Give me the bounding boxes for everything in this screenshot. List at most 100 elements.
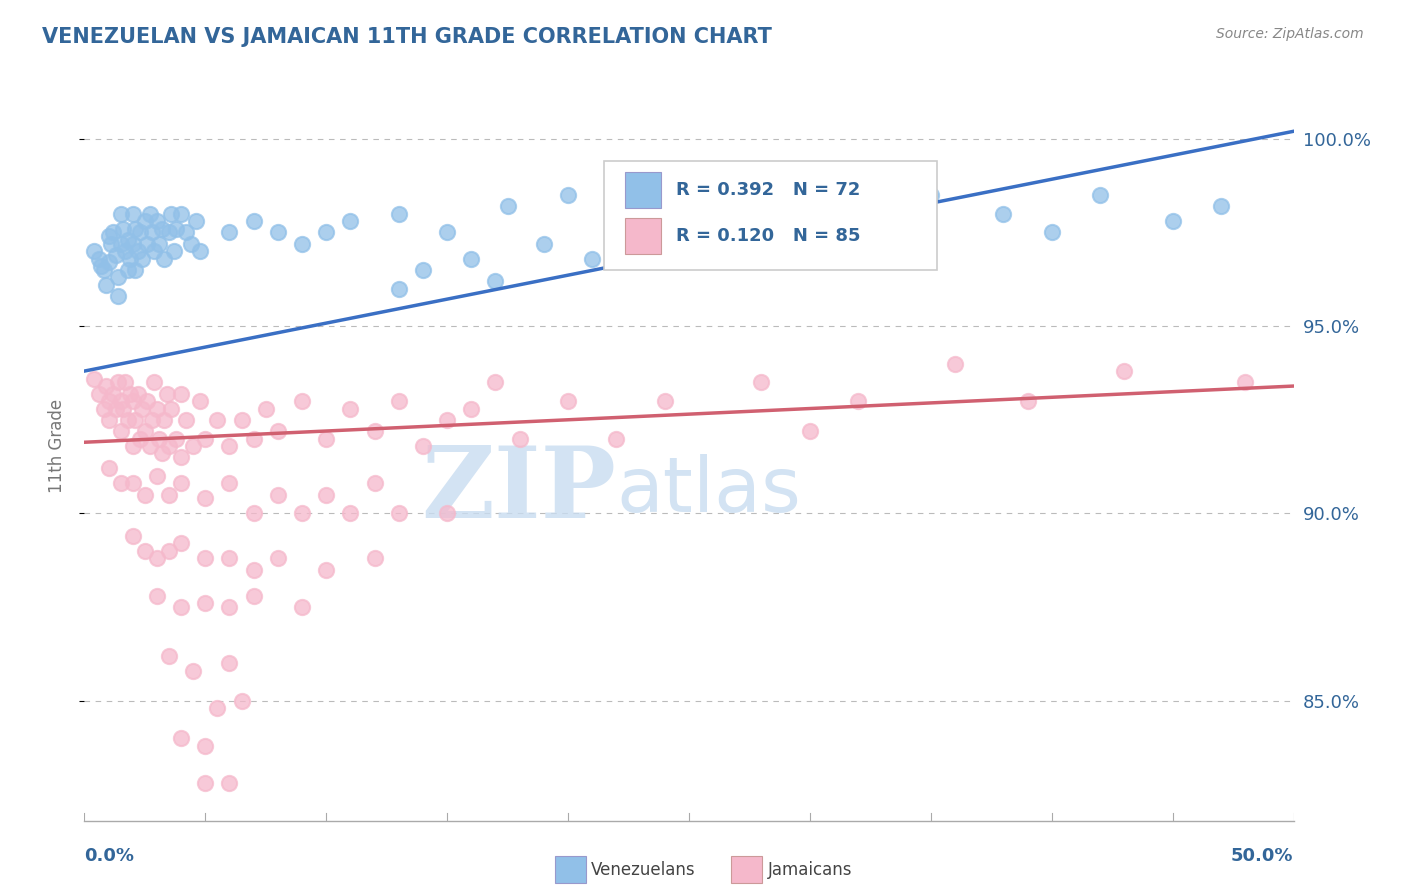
FancyBboxPatch shape bbox=[624, 171, 661, 208]
Point bbox=[160, 207, 183, 221]
Point bbox=[943, 357, 966, 371]
Point bbox=[117, 263, 139, 277]
Point bbox=[1040, 226, 1063, 240]
Point bbox=[129, 226, 152, 240]
FancyBboxPatch shape bbox=[624, 218, 661, 254]
Point bbox=[150, 221, 173, 235]
Point bbox=[120, 386, 142, 401]
Point bbox=[110, 476, 132, 491]
Point bbox=[617, 207, 640, 221]
Point bbox=[112, 221, 135, 235]
Point bbox=[120, 252, 142, 266]
Point bbox=[110, 424, 132, 438]
Point bbox=[107, 270, 129, 285]
Point bbox=[174, 413, 197, 427]
Point bbox=[254, 401, 277, 416]
Point bbox=[581, 252, 603, 266]
Point bbox=[87, 252, 110, 266]
Text: Jamaicans: Jamaicans bbox=[768, 861, 852, 879]
Point bbox=[94, 277, 117, 292]
Point bbox=[267, 424, 290, 438]
Point bbox=[146, 551, 169, 566]
Point bbox=[194, 551, 217, 566]
Point bbox=[165, 432, 187, 446]
Point bbox=[846, 199, 869, 213]
Point bbox=[231, 413, 253, 427]
Point bbox=[436, 413, 458, 427]
Point bbox=[141, 226, 163, 240]
Point bbox=[242, 214, 264, 228]
Point bbox=[100, 236, 122, 251]
Point bbox=[799, 214, 821, 228]
Point bbox=[134, 424, 156, 438]
Point bbox=[920, 188, 942, 202]
Point bbox=[557, 394, 579, 409]
Point bbox=[93, 263, 115, 277]
Point bbox=[207, 701, 229, 715]
Text: VENEZUELAN VS JAMAICAN 11TH GRADE CORRELATION CHART: VENEZUELAN VS JAMAICAN 11TH GRADE CORREL… bbox=[42, 27, 772, 46]
Point bbox=[339, 507, 361, 521]
Point bbox=[127, 244, 149, 259]
Point bbox=[157, 439, 180, 453]
Point bbox=[93, 401, 115, 416]
Point bbox=[121, 529, 143, 543]
Point bbox=[121, 394, 143, 409]
Point bbox=[148, 432, 170, 446]
Point bbox=[678, 214, 700, 228]
Point bbox=[143, 376, 166, 390]
Point bbox=[436, 226, 458, 240]
Point bbox=[751, 376, 773, 390]
Point bbox=[127, 386, 149, 401]
Point bbox=[799, 424, 821, 438]
Text: 0.0%: 0.0% bbox=[84, 847, 135, 865]
Point bbox=[97, 461, 120, 475]
Point bbox=[363, 551, 385, 566]
Point bbox=[104, 401, 127, 416]
Point bbox=[155, 386, 177, 401]
Point bbox=[315, 226, 337, 240]
Point bbox=[388, 394, 411, 409]
Point bbox=[846, 394, 869, 409]
Point bbox=[129, 432, 152, 446]
Point bbox=[291, 236, 314, 251]
Point bbox=[557, 188, 579, 202]
Point bbox=[104, 248, 127, 262]
Point bbox=[121, 476, 143, 491]
Point bbox=[218, 551, 240, 566]
Point bbox=[218, 226, 240, 240]
Point bbox=[1017, 394, 1039, 409]
Point bbox=[496, 199, 519, 213]
Point bbox=[90, 259, 112, 273]
Point bbox=[170, 450, 193, 465]
Point bbox=[180, 236, 202, 251]
Text: atlas: atlas bbox=[616, 454, 801, 528]
Text: ZIP: ZIP bbox=[422, 442, 616, 540]
Point bbox=[146, 401, 169, 416]
Point bbox=[87, 386, 110, 401]
Point bbox=[157, 488, 180, 502]
Point bbox=[242, 589, 264, 603]
Point bbox=[460, 252, 482, 266]
Point bbox=[94, 379, 117, 393]
Text: Source: ZipAtlas.com: Source: ZipAtlas.com bbox=[1216, 27, 1364, 41]
Point bbox=[218, 776, 240, 790]
Point bbox=[117, 413, 139, 427]
Point bbox=[131, 401, 153, 416]
Point bbox=[114, 376, 136, 390]
Point bbox=[146, 214, 169, 228]
Point bbox=[484, 274, 506, 288]
Point bbox=[605, 432, 627, 446]
Point bbox=[121, 236, 143, 251]
Point bbox=[1114, 364, 1136, 378]
Point bbox=[174, 226, 197, 240]
Point bbox=[141, 413, 163, 427]
Point bbox=[194, 596, 217, 610]
Point bbox=[157, 648, 180, 663]
Point bbox=[242, 507, 264, 521]
Point bbox=[190, 394, 212, 409]
Point bbox=[97, 394, 120, 409]
Point bbox=[291, 507, 314, 521]
Point bbox=[194, 432, 217, 446]
Point bbox=[315, 432, 337, 446]
Point bbox=[412, 263, 434, 277]
